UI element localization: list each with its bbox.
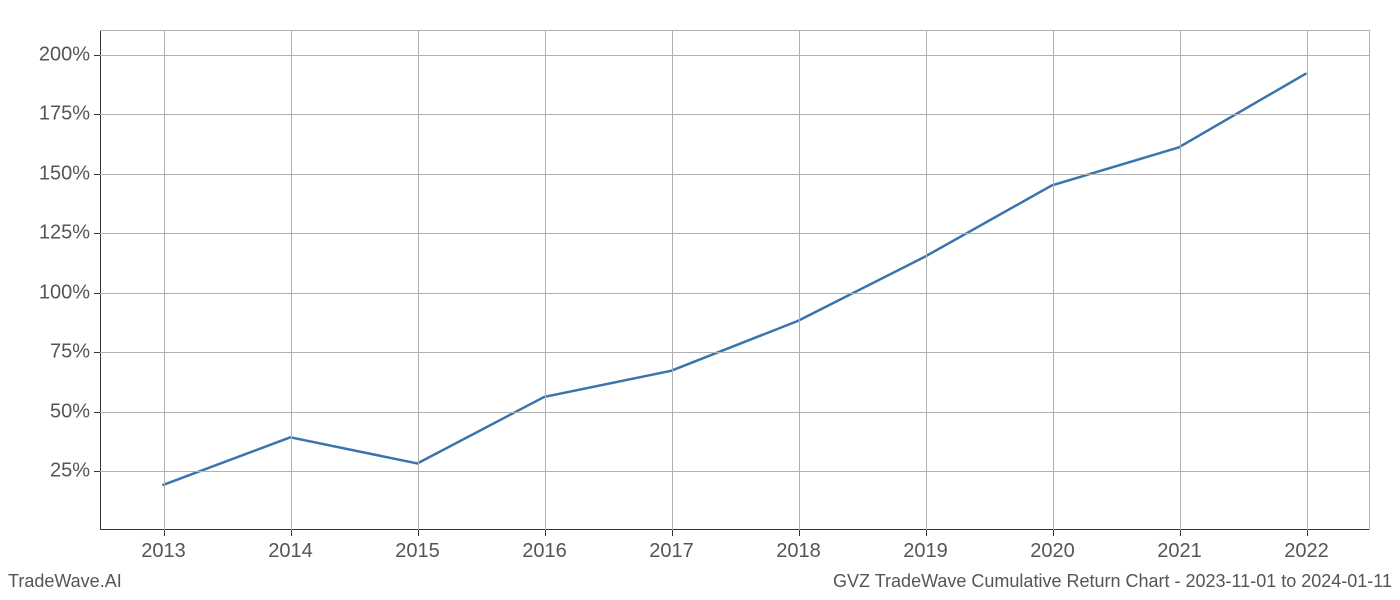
grid-line-v bbox=[926, 31, 927, 530]
y-tick-mark bbox=[94, 233, 100, 234]
x-tick-mark bbox=[926, 530, 927, 536]
y-tick-mark bbox=[94, 55, 100, 56]
y-tick-mark bbox=[94, 174, 100, 175]
y-tick-label: 50% bbox=[50, 400, 90, 423]
plot-area: 25%50%75%100%125%150%175%200%20132014201… bbox=[100, 30, 1370, 530]
x-tick-label: 2015 bbox=[395, 540, 440, 563]
grid-line-v bbox=[1180, 31, 1181, 530]
x-tick-mark bbox=[418, 530, 419, 536]
x-tick-mark bbox=[672, 530, 673, 536]
footer-left-text: TradeWave.AI bbox=[8, 571, 122, 592]
x-tick-mark bbox=[1180, 530, 1181, 536]
y-tick-label: 175% bbox=[39, 103, 90, 126]
x-tick-label: 2018 bbox=[776, 540, 821, 563]
y-tick-mark bbox=[94, 471, 100, 472]
x-tick-label: 2016 bbox=[522, 540, 567, 563]
x-tick-mark bbox=[1307, 530, 1308, 536]
grid-line-v bbox=[418, 31, 419, 530]
grid-line-v bbox=[1053, 31, 1054, 530]
x-tick-mark bbox=[1053, 530, 1054, 536]
y-tick-label: 125% bbox=[39, 222, 90, 245]
y-tick-label: 150% bbox=[39, 162, 90, 185]
grid-line-v bbox=[672, 31, 673, 530]
y-tick-mark bbox=[94, 293, 100, 294]
y-tick-mark bbox=[94, 352, 100, 353]
x-tick-label: 2019 bbox=[903, 540, 948, 563]
grid-line-v bbox=[164, 31, 165, 530]
x-tick-label: 2013 bbox=[141, 540, 186, 563]
y-tick-mark bbox=[94, 114, 100, 115]
grid-line-v bbox=[1307, 31, 1308, 530]
y-tick-label: 200% bbox=[39, 43, 90, 66]
grid-line-v bbox=[291, 31, 292, 530]
y-tick-label: 100% bbox=[39, 281, 90, 304]
y-tick-label: 25% bbox=[50, 460, 90, 483]
footer-right-text: GVZ TradeWave Cumulative Return Chart - … bbox=[833, 571, 1392, 592]
x-tick-label: 2017 bbox=[649, 540, 694, 563]
x-tick-label: 2020 bbox=[1030, 540, 1075, 563]
x-tick-label: 2022 bbox=[1284, 540, 1329, 563]
grid-line-v bbox=[799, 31, 800, 530]
x-tick-mark bbox=[545, 530, 546, 536]
x-tick-mark bbox=[799, 530, 800, 536]
y-tick-mark bbox=[94, 412, 100, 413]
grid-line-v bbox=[545, 31, 546, 530]
chart-container: 25%50%75%100%125%150%175%200%20132014201… bbox=[100, 30, 1370, 530]
x-tick-mark bbox=[291, 530, 292, 536]
x-tick-label: 2014 bbox=[268, 540, 313, 563]
x-tick-label: 2021 bbox=[1157, 540, 1202, 563]
y-tick-label: 75% bbox=[50, 341, 90, 364]
x-tick-mark bbox=[164, 530, 165, 536]
